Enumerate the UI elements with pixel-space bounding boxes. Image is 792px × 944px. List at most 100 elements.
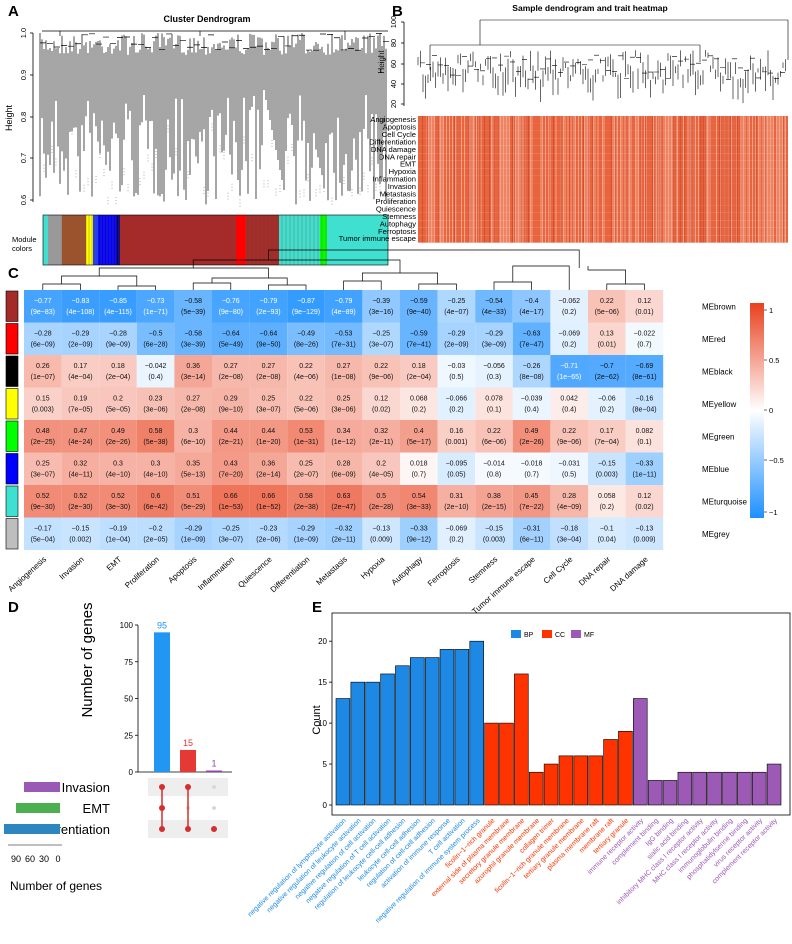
heatmap-cell xyxy=(324,322,363,355)
go-term-bar xyxy=(469,640,484,806)
heatmap-cell-p: (0.04) xyxy=(598,537,616,544)
module-color-segment xyxy=(236,215,246,265)
heatmap-cell xyxy=(512,485,551,518)
heatmap-column-label: Angiogenesis xyxy=(6,555,48,594)
heatmap-cell-p: (3e−09) xyxy=(482,342,506,349)
heatmap-cell-r: −0.33 xyxy=(410,526,428,533)
heatmap-cell-p: (2e−08) xyxy=(256,374,280,381)
heatmap-cell-r: 0.35 xyxy=(186,461,200,468)
heatmap-cell-r: −0.59 xyxy=(410,298,428,305)
heatmap-cell-p: (0.003) xyxy=(483,537,505,544)
legend-tick-label: 0 xyxy=(769,406,773,415)
heatmap-cell-p: (5e−17) xyxy=(407,439,431,446)
trait-label: Angiogenesis xyxy=(370,115,416,124)
heatmap-cell xyxy=(24,355,62,388)
panel-b-dendrogram-tree xyxy=(417,19,789,104)
go-term-bar xyxy=(499,722,514,806)
heatmap-cell-r: −0.29 xyxy=(184,526,202,533)
heatmap-cell-r: 0.52 xyxy=(111,493,125,500)
heatmap-cell xyxy=(287,485,325,518)
module-row-label: MEred xyxy=(702,335,726,344)
heatmap-cell-p: (0.02) xyxy=(372,407,390,414)
go-term-bar xyxy=(722,771,737,806)
heatmap-cell-r: 0.28 xyxy=(562,493,576,500)
heatmap-cell-p: (4e−07) xyxy=(444,309,468,316)
go-term-bar xyxy=(335,698,351,806)
heatmap-cell xyxy=(61,290,100,323)
heatmap-cell xyxy=(324,452,363,485)
heatmap-cell xyxy=(550,355,588,388)
module-color-segment xyxy=(43,215,48,265)
heatmap-cell xyxy=(287,517,325,550)
heatmap-cell-p: (3e−39) xyxy=(181,342,205,349)
heatmap-cell-p: (0.009) xyxy=(633,537,655,544)
panel-a-ytick-label: 0.6 xyxy=(19,195,28,205)
heatmap-cell xyxy=(475,420,513,453)
heatmap-cell-r: 0.17 xyxy=(74,363,88,370)
panel-e-go-enrichment-bar: Count 0 5 10 15 20 negative regulation of lym… xyxy=(247,612,791,924)
heatmap-cell xyxy=(61,517,100,550)
heatmap-cell-r: 0.27 xyxy=(262,363,276,370)
heatmap-cell-r: −0.4 xyxy=(525,298,539,305)
heatmap-cell-p: (9e−10) xyxy=(219,407,243,414)
trait-heat-row xyxy=(418,153,788,161)
panel-d-intersection-bars: 0 25 50 75 100 95 15 1 xyxy=(120,620,232,777)
heatmap-cell xyxy=(550,485,588,518)
heatmap-cell-p: (3e−33) xyxy=(407,504,431,511)
trait-heat-row xyxy=(418,160,788,169)
heatmap-cell-r: −0.59 xyxy=(410,331,428,338)
heatmap-cell-p: (3e−07) xyxy=(369,342,393,349)
heatmap-cell xyxy=(99,485,137,518)
go-term-bar xyxy=(514,673,529,806)
heatmap-cell-p: (2e−08) xyxy=(181,407,205,414)
go-term-bar xyxy=(365,681,380,806)
go-term-bar xyxy=(737,771,752,806)
heatmap-cell-p: (2e−08) xyxy=(219,374,243,381)
trait-heat-texture-dark xyxy=(422,116,784,243)
heatmap-cell-r: −0.25 xyxy=(448,298,466,305)
heatmap-cell-p: (6e−09) xyxy=(331,472,355,479)
panel-b-ytick-label: 20 xyxy=(389,100,398,108)
heatmap-cell xyxy=(512,290,551,323)
heatmap-cell-r: 0.36 xyxy=(186,363,200,370)
heatmap-cell-r: 0.058 xyxy=(598,493,616,500)
heatmap-cell-r: 0.042 xyxy=(560,396,578,403)
heatmap-cell-r: 0.4 xyxy=(414,428,424,435)
heatmap-cell-r: 0.29 xyxy=(224,396,238,403)
heatmap-cell-p: (7e−41) xyxy=(407,342,431,349)
module-colors-label-line2: colors xyxy=(12,244,32,253)
heatmap-cell xyxy=(588,517,626,550)
panel-b-branches xyxy=(417,19,789,104)
heatmap-cell xyxy=(99,290,137,323)
heatmap-cell-p: (3e−07) xyxy=(256,407,280,414)
heatmap-cell-r: −0.18 xyxy=(560,526,578,533)
heatmap-cell xyxy=(362,452,400,485)
heatmap-cell-p: (5e−05) xyxy=(106,407,130,414)
heatmap-cell-r: 0.2 xyxy=(113,396,123,403)
heatmap-cell xyxy=(136,290,175,323)
heatmap-cell-r: 0.17 xyxy=(600,428,614,435)
heatmap-cell-p: (0.2) xyxy=(449,537,463,544)
panel-label-a: A xyxy=(8,3,19,20)
go-term-bar xyxy=(558,755,574,806)
legend-tick-label: −1 xyxy=(769,508,778,517)
heatmap-cell-p: (2e−30) xyxy=(68,504,92,511)
heatmap-cell-r: −0.25 xyxy=(372,331,390,338)
intersection-bar-label: 95 xyxy=(157,620,167,630)
heatmap-cell xyxy=(400,322,438,355)
set-size-bar xyxy=(24,782,60,792)
heatmap-cell-p: (7e−04) xyxy=(595,439,619,446)
panel-d-set-size-label: Number of genes xyxy=(10,879,102,893)
heatmap-cell-r: 0.12 xyxy=(638,298,652,305)
heatmap-cell-r: 0.078 xyxy=(485,396,503,403)
heatmap-cell xyxy=(136,452,175,485)
heatmap-cell-r: −0.77 xyxy=(34,298,52,305)
heatmap-cell xyxy=(588,290,626,323)
heatmap-cell-p: (1e−52) xyxy=(256,504,280,511)
panel-b-title: Sample dendrogram and trait heatmap xyxy=(512,3,667,13)
panel-e-ylabel: Count xyxy=(311,705,323,734)
heatmap-cell xyxy=(512,420,551,453)
trait-heat-row xyxy=(418,205,788,213)
heatmap-cell-r: 0.6 xyxy=(151,493,161,500)
